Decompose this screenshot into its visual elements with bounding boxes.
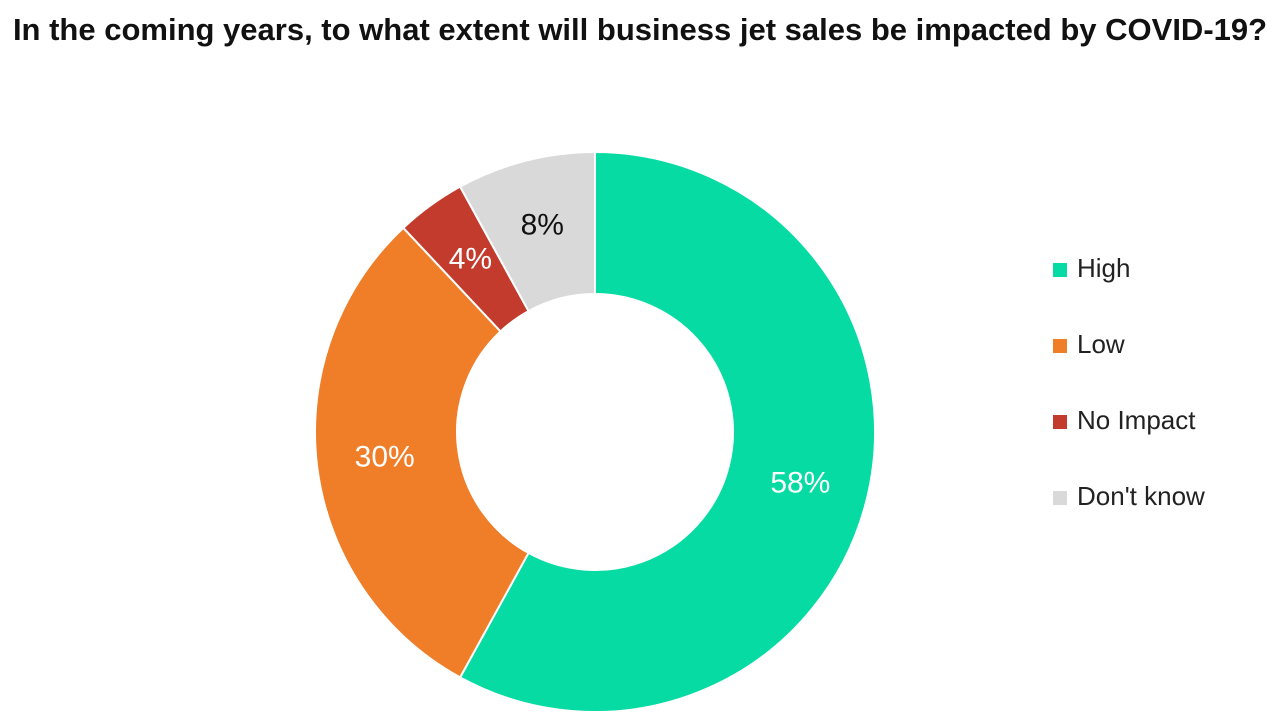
donut-slice (458, 150, 596, 313)
legend-label: No Impact (1077, 405, 1196, 435)
chart-title: In the coming years, to what extent will… (12, 12, 1268, 47)
value-label: 4% (449, 242, 492, 275)
legend-label: High (1077, 253, 1130, 283)
donut-slice (314, 226, 530, 679)
value-label: 30% (355, 440, 415, 473)
value-label: 58% (770, 467, 830, 500)
legend-swatch (1053, 491, 1067, 505)
legend-swatch (1053, 339, 1067, 353)
legend-label: Don't know (1077, 481, 1205, 511)
legend-swatch (1053, 263, 1067, 277)
legend-swatch (1053, 415, 1067, 429)
donut-slice (458, 150, 876, 713)
value-label: 8% (521, 209, 564, 242)
legend-label: Low (1077, 329, 1125, 359)
